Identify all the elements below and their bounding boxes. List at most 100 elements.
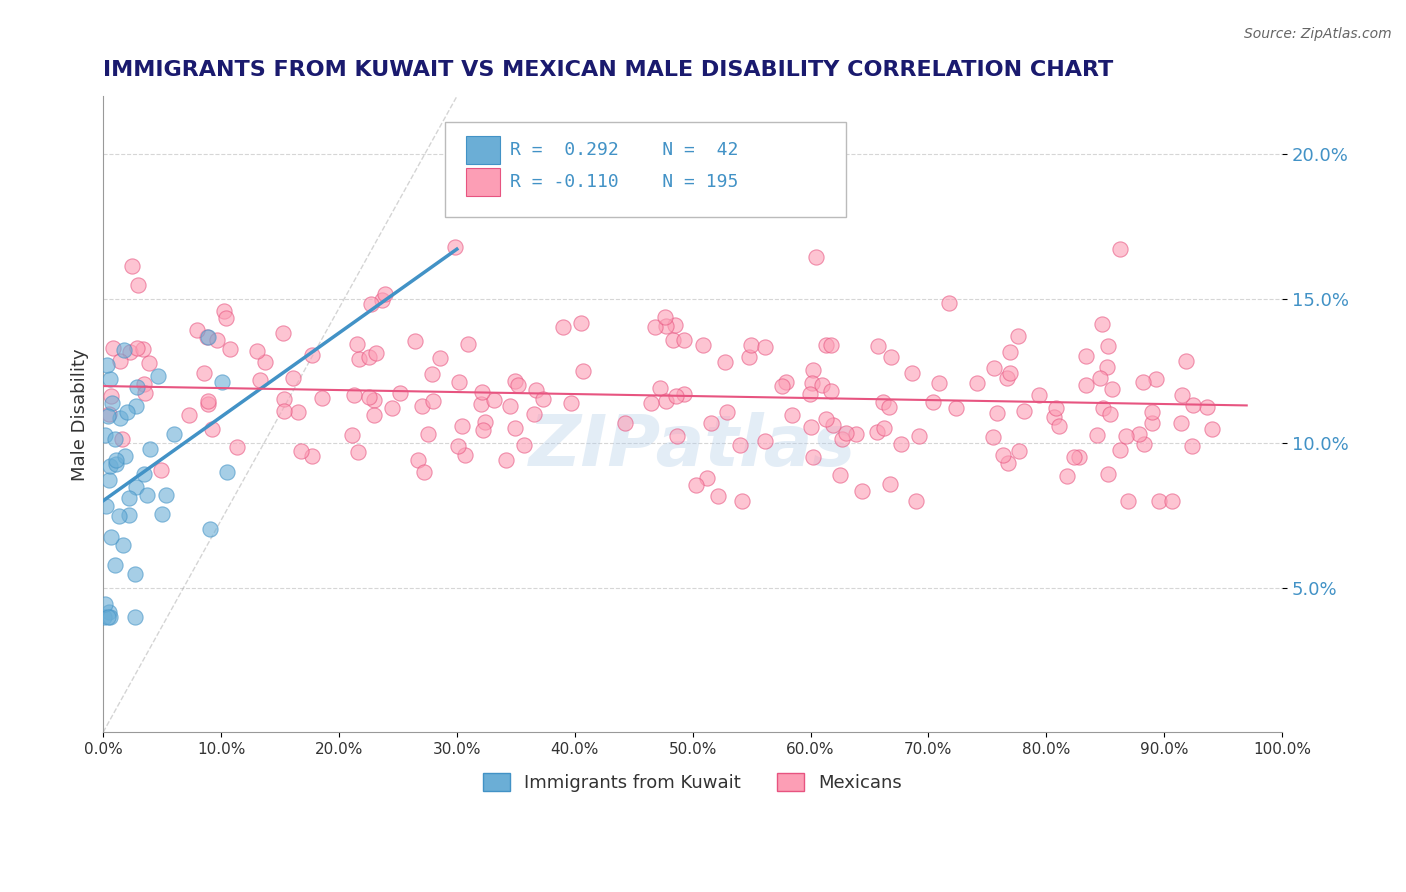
Point — [98, 473, 121, 487]
Point — [416, 427, 439, 442]
Point — [112, 343, 135, 358]
Point — [198, 522, 221, 536]
Point — [799, 387, 821, 401]
Point — [1101, 382, 1123, 396]
Point — [1181, 398, 1204, 412]
Point — [311, 392, 333, 406]
Point — [1047, 419, 1070, 434]
Point — [1028, 387, 1050, 401]
Point — [905, 494, 928, 508]
Point — [890, 437, 912, 451]
Point — [780, 409, 803, 423]
Point — [692, 337, 714, 351]
Point — [1170, 416, 1192, 430]
Point — [560, 396, 582, 410]
Point — [94, 499, 117, 513]
Point — [449, 375, 471, 389]
Point — [138, 356, 160, 370]
Point — [447, 439, 470, 453]
Point — [94, 597, 117, 611]
Point — [907, 428, 929, 442]
Point — [738, 350, 761, 364]
Point — [1115, 429, 1137, 443]
Point — [1174, 354, 1197, 368]
Point — [301, 348, 323, 362]
Point — [363, 408, 385, 422]
Point — [499, 399, 522, 413]
Point — [97, 408, 120, 422]
Point — [966, 376, 988, 390]
Point — [215, 311, 238, 326]
Point — [108, 508, 131, 523]
Point — [110, 354, 132, 368]
Point — [273, 404, 295, 418]
Point — [93, 609, 115, 624]
Point — [273, 392, 295, 406]
Point — [346, 337, 368, 351]
Point — [872, 395, 894, 409]
Point — [104, 432, 127, 446]
Point — [814, 337, 837, 351]
Point — [665, 428, 688, 442]
Point — [1116, 494, 1139, 508]
Point — [1074, 377, 1097, 392]
Point — [347, 445, 370, 459]
Point — [648, 381, 671, 395]
Point — [1128, 426, 1150, 441]
Point — [879, 400, 901, 414]
FancyBboxPatch shape — [467, 169, 501, 196]
Point — [94, 428, 117, 442]
Point — [470, 397, 492, 411]
Point — [454, 448, 477, 462]
Point — [363, 393, 385, 408]
Point — [1171, 388, 1194, 402]
Point — [124, 480, 146, 494]
Point — [186, 323, 208, 337]
Point — [828, 468, 851, 483]
Point — [249, 373, 271, 387]
Point — [1160, 494, 1182, 508]
Point — [349, 351, 371, 366]
Point — [815, 412, 838, 426]
Point — [124, 609, 146, 624]
Point — [1201, 422, 1223, 436]
Point — [98, 458, 121, 473]
Point — [754, 434, 776, 448]
Point — [770, 379, 793, 393]
Point — [374, 287, 396, 301]
Point — [928, 376, 950, 390]
Point — [938, 296, 960, 310]
Point — [211, 375, 233, 389]
Point — [1097, 467, 1119, 482]
Point — [665, 389, 688, 403]
Point — [451, 419, 474, 434]
Point — [100, 530, 122, 544]
Point — [340, 428, 363, 442]
Point — [96, 358, 118, 372]
Point — [411, 399, 433, 413]
Point — [471, 423, 494, 437]
Point — [868, 339, 890, 353]
Point — [271, 326, 294, 340]
Point — [429, 351, 451, 366]
Point — [506, 378, 529, 392]
Point — [112, 538, 135, 552]
Point — [523, 407, 546, 421]
Point — [551, 319, 574, 334]
Point — [120, 345, 142, 359]
Point — [1133, 437, 1156, 451]
Legend: Immigrants from Kuwait, Mexicans: Immigrants from Kuwait, Mexicans — [475, 765, 910, 799]
Point — [484, 393, 506, 408]
Point — [524, 383, 547, 397]
Point — [820, 384, 842, 398]
Point — [613, 417, 636, 431]
Point — [97, 409, 120, 424]
Point — [366, 346, 388, 360]
Point — [1140, 405, 1163, 419]
Point — [1097, 338, 1119, 352]
Point — [664, 318, 686, 333]
Y-axis label: Male Disability: Male Disability — [72, 348, 89, 481]
Point — [654, 310, 676, 325]
Point — [471, 385, 494, 400]
Point — [714, 355, 737, 369]
